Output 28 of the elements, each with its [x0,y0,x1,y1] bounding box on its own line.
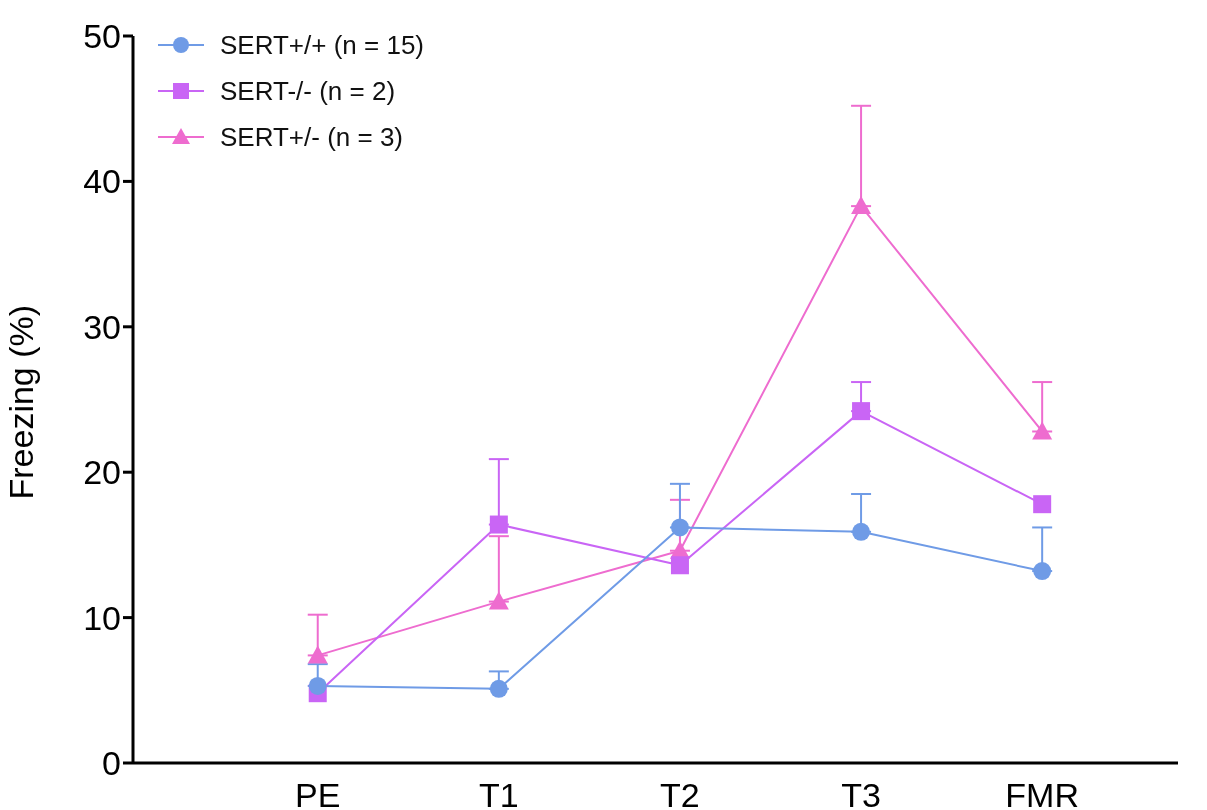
point [852,402,871,421]
x-tick-label: T2 [660,776,700,810]
point [488,591,509,610]
point [1032,421,1053,440]
legend-label: SERT-/- (n = 2) [220,75,396,107]
y-tick-label: 40 [83,162,121,201]
point [670,518,689,537]
x-tick-label: PE [295,776,341,810]
y-tick-label: 10 [83,598,121,637]
y-tick-label: 50 [83,17,121,56]
y-tick-label: 20 [83,453,121,492]
y-tick-label: 0 [102,744,121,783]
point [489,515,508,534]
legend-label: SERT+/- (n = 3) [220,121,404,153]
point [670,556,689,575]
point [1033,562,1052,581]
x-tick-label: T1 [479,776,519,810]
point [851,196,872,215]
point [852,522,871,541]
y-tick-label: 30 [83,307,121,346]
y-axis-title: Freezing (%) [2,304,41,500]
point [307,645,328,664]
point [489,679,508,698]
point [308,676,327,695]
legend-label: SERT+/+ (n = 15) [220,29,425,61]
x-tick-label: T3 [841,776,881,810]
point [1033,495,1052,514]
x-tick-label: FMR [1005,776,1079,810]
